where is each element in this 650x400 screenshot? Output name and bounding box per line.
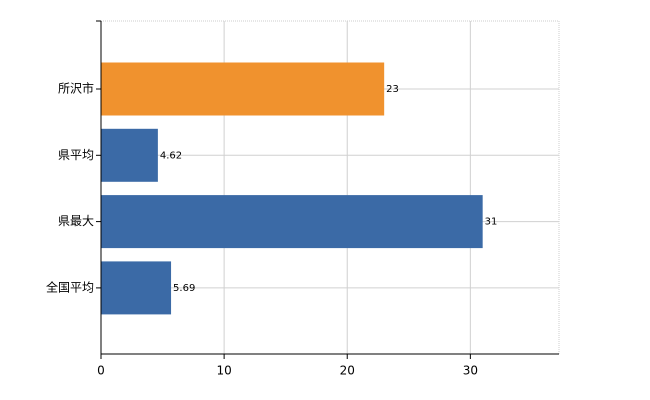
value-label: 4.62 — [160, 150, 182, 161]
y-tick-label: 県最大 — [58, 214, 94, 228]
x-tick-label: 10 — [216, 364, 231, 378]
bar — [101, 128, 158, 182]
bar — [101, 261, 172, 315]
value-label: 23 — [386, 84, 399, 95]
y-tick-label: 県平均 — [58, 148, 94, 162]
value-label: 5.69 — [173, 283, 195, 294]
bar — [101, 62, 385, 116]
x-tick-label: 30 — [463, 364, 478, 378]
bar — [101, 195, 483, 249]
value-label: 31 — [485, 217, 498, 228]
x-tick-label: 0 — [97, 364, 105, 378]
y-tick-label: 所沢市 — [58, 81, 94, 96]
x-tick-label: 20 — [340, 364, 355, 378]
y-tick-label: 全国平均 — [46, 279, 94, 294]
